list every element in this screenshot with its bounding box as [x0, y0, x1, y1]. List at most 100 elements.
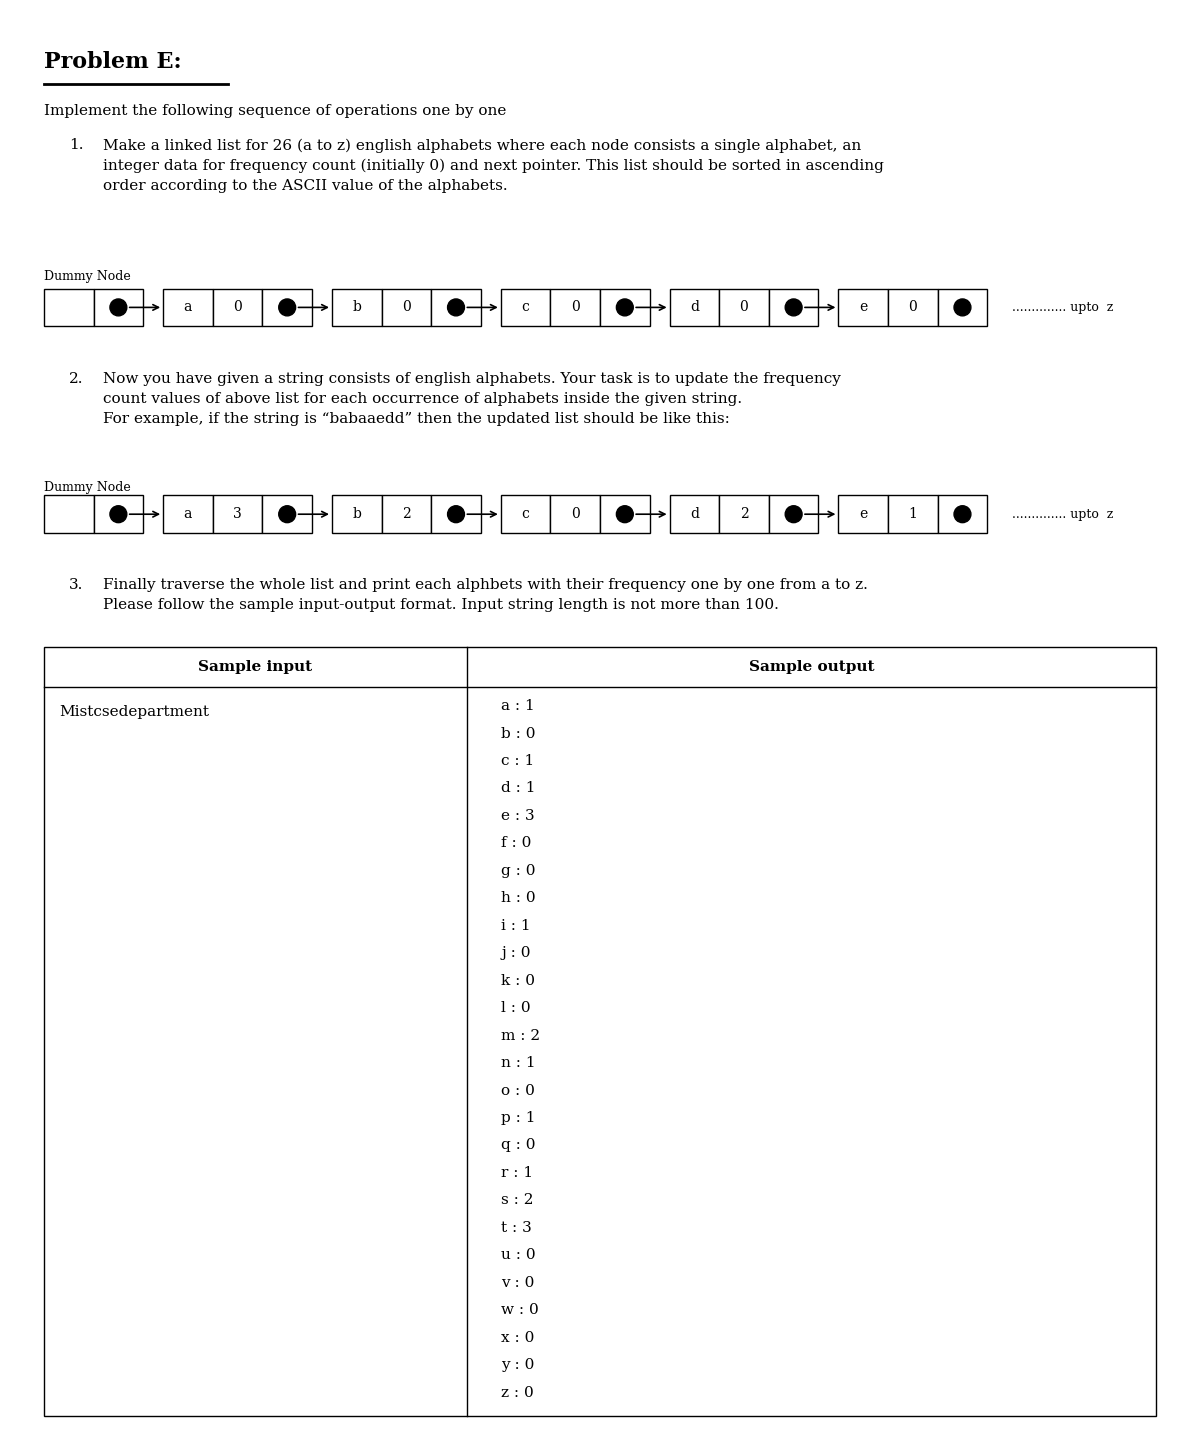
Text: m : 2: m : 2 [502, 1028, 540, 1043]
Text: b: b [353, 300, 361, 314]
Text: s : 2: s : 2 [502, 1194, 534, 1207]
Bar [769, 288, 818, 326]
Text: 3.: 3. [68, 578, 83, 591]
Bar [500, 288, 551, 326]
Text: Now you have given a string consists of english alphabets. Your task is to updat: Now you have given a string consists of … [103, 372, 841, 427]
Bar [94, 288, 143, 326]
Text: 1: 1 [908, 508, 917, 521]
Bar [937, 495, 988, 534]
Circle shape [110, 298, 127, 316]
Bar [263, 495, 312, 534]
Bar [332, 495, 382, 534]
Text: Make a linked list for 26 (a to z) english alphabets where each node consists a : Make a linked list for 26 (a to z) engli… [103, 138, 884, 193]
Text: e: e [859, 508, 868, 521]
Text: l : 0: l : 0 [502, 1001, 530, 1015]
Text: Mistcsedepartment: Mistcsedepartment [59, 705, 209, 720]
Bar [44, 495, 94, 534]
Circle shape [448, 506, 464, 522]
Bar [431, 495, 481, 534]
Text: Sample input: Sample input [198, 660, 312, 675]
Text: 0: 0 [571, 300, 580, 314]
Bar [94, 495, 143, 534]
Bar [44, 647, 1156, 1416]
Circle shape [954, 298, 971, 316]
Text: h : 0: h : 0 [502, 891, 536, 906]
Text: 0: 0 [402, 300, 410, 314]
Text: .............. upto  z: .............. upto z [1012, 301, 1114, 314]
Text: r : 1: r : 1 [502, 1167, 534, 1180]
Bar [382, 288, 431, 326]
Text: .............. upto  z: .............. upto z [1012, 508, 1114, 521]
Text: d: d [690, 300, 698, 314]
Text: u : 0: u : 0 [502, 1249, 536, 1262]
Text: b : 0: b : 0 [502, 727, 535, 741]
Bar [769, 495, 818, 534]
Text: g : 0: g : 0 [502, 864, 535, 878]
Bar [212, 288, 263, 326]
Text: j : 0: j : 0 [502, 946, 530, 960]
Text: c: c [522, 508, 529, 521]
Bar [551, 288, 600, 326]
Text: 0: 0 [233, 300, 242, 314]
Bar [431, 288, 481, 326]
Text: t : 3: t : 3 [502, 1221, 532, 1234]
Bar [937, 288, 988, 326]
Text: y : 0: y : 0 [502, 1358, 535, 1373]
Text: Implement the following sequence of operations one by one: Implement the following sequence of oper… [44, 104, 506, 118]
Circle shape [785, 298, 802, 316]
Bar [839, 288, 888, 326]
Bar [163, 288, 212, 326]
Text: 0: 0 [571, 508, 580, 521]
Bar [551, 495, 600, 534]
Text: a: a [184, 508, 192, 521]
Bar [839, 495, 888, 534]
Bar [670, 495, 719, 534]
Bar [332, 288, 382, 326]
Circle shape [785, 506, 802, 522]
Text: i : 1: i : 1 [502, 919, 530, 933]
Text: f : 0: f : 0 [502, 836, 532, 851]
Text: c: c [522, 300, 529, 314]
Circle shape [954, 506, 971, 522]
Bar [600, 495, 649, 534]
Text: 1.: 1. [68, 138, 83, 153]
Text: Dummy Node: Dummy Node [44, 270, 131, 283]
Text: w : 0: w : 0 [502, 1304, 539, 1317]
Bar [719, 495, 769, 534]
Text: p : 1: p : 1 [502, 1110, 535, 1125]
Text: b: b [353, 508, 361, 521]
Bar [163, 495, 212, 534]
Bar [263, 288, 312, 326]
Text: c : 1: c : 1 [502, 754, 534, 769]
Text: e: e [859, 300, 868, 314]
Text: Problem E:: Problem E: [44, 50, 181, 74]
Bar [888, 288, 937, 326]
Circle shape [617, 506, 634, 522]
Text: x : 0: x : 0 [502, 1331, 535, 1344]
Circle shape [617, 298, 634, 316]
Text: Finally traverse the whole list and print each alphbets with their frequency one: Finally traverse the whole list and prin… [103, 578, 869, 611]
Text: z : 0: z : 0 [502, 1386, 534, 1400]
Circle shape [278, 298, 295, 316]
Text: 2: 2 [739, 508, 749, 521]
Text: 3: 3 [233, 508, 242, 521]
Text: v : 0: v : 0 [502, 1276, 535, 1289]
Text: a : 1: a : 1 [502, 699, 535, 714]
Text: 2.: 2. [68, 372, 83, 386]
Text: k : 0: k : 0 [502, 973, 535, 988]
Circle shape [448, 298, 464, 316]
Text: n : 1: n : 1 [502, 1056, 536, 1070]
Text: a: a [184, 300, 192, 314]
Bar [212, 495, 263, 534]
Text: Sample output: Sample output [749, 660, 874, 675]
Text: q : 0: q : 0 [502, 1138, 535, 1152]
Text: d : 1: d : 1 [502, 782, 535, 796]
Bar [600, 288, 649, 326]
Bar [888, 495, 937, 534]
Circle shape [278, 506, 295, 522]
Circle shape [110, 506, 127, 522]
Bar [500, 495, 551, 534]
Text: o : 0: o : 0 [502, 1083, 535, 1097]
Bar [382, 495, 431, 534]
Text: d: d [690, 508, 698, 521]
